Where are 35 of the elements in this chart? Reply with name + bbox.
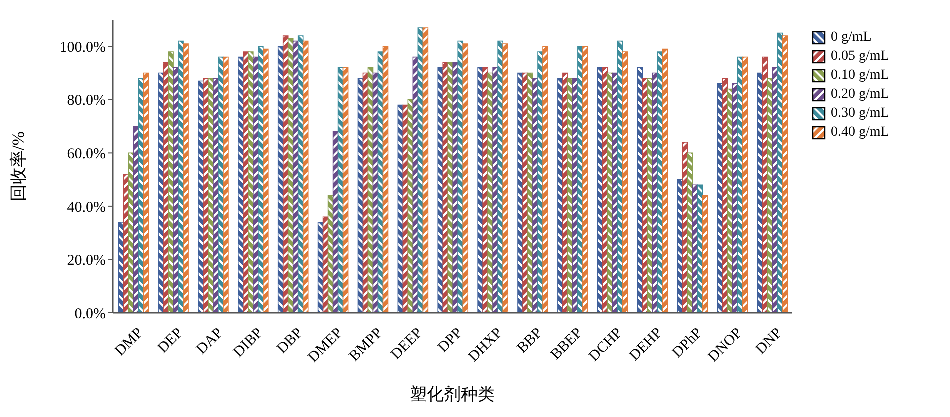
bar [702,195,708,313]
legend-label: 0.20 g/mL [831,86,890,104]
bar [342,68,349,313]
bar [742,56,748,313]
bar [382,46,389,313]
y-tick-label: 40.0% [67,200,106,216]
bar [582,46,588,313]
bar [462,44,469,313]
bar [662,48,668,313]
y-tick-label: 20.0% [67,253,106,270]
bar [782,36,788,313]
legend-label: 0.30 g/mL [831,105,890,123]
bar [223,56,229,313]
y-tick-label: 80.0% [67,93,106,110]
bar [263,48,269,313]
x-tick-label: DBP [274,325,306,358]
bar [542,46,548,313]
legend-label: 0.40 g/mL [831,124,890,142]
x-axis-title: 塑化剂种类 [410,385,495,404]
legend-label: 0.05 g/mL [831,48,890,66]
y-tick-label: 60.0% [67,146,106,163]
bar [502,44,508,313]
bar [622,52,628,313]
legend-label: 0 g/mL [831,29,872,47]
bar [143,72,149,313]
bar [183,44,189,313]
bar [302,40,309,313]
x-tick-label: DEP [155,325,187,357]
y-tick-label: 100.0% [60,40,106,56]
x-tick-label: BBP [514,325,546,357]
y-tick-label: 0.0% [74,306,106,322]
x-tick-label: DPP [435,325,466,356]
legend-label: 0.10 g/mL [831,67,890,85]
y-axis-title: 回收率/% [9,132,28,202]
bar [422,28,429,313]
